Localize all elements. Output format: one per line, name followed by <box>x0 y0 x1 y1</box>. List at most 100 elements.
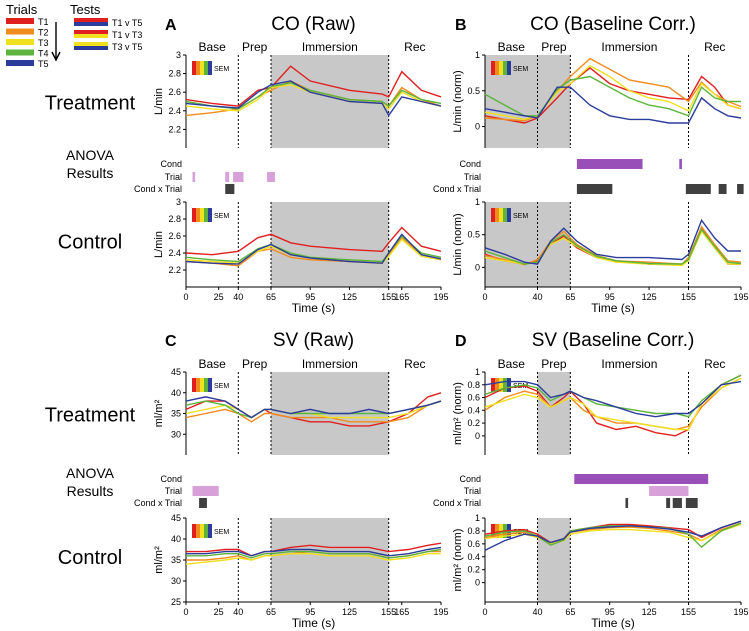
series-line-T4 <box>484 374 742 418</box>
phase-label: Prep <box>242 357 268 371</box>
y-axis-label: ml/m² <box>153 546 165 574</box>
x-tick-label: 125 <box>342 292 357 302</box>
sem-label: SEM <box>214 213 229 220</box>
sem-swatch <box>196 524 200 538</box>
x-tick-label: 40 <box>233 607 243 617</box>
sem-swatch <box>499 61 503 75</box>
row-label-anova: ANOVA <box>66 465 115 481</box>
y-tick-label: 30 <box>171 576 181 586</box>
x-tick-label: 155 <box>681 292 696 302</box>
x-tick-label: 95 <box>305 292 315 302</box>
y-tick-label: 45 <box>171 513 181 523</box>
x-tick-label: 195 <box>433 292 448 302</box>
phase-label: Immersion <box>302 40 358 54</box>
y-tick-label: 2.8 <box>168 214 181 224</box>
legend-trial-label: T4 <box>38 49 49 59</box>
phase-label: Base <box>198 357 226 371</box>
sem-swatch <box>192 208 196 222</box>
x-axis: 0 40 65 95 125 155 195 Time (s) <box>482 601 749 630</box>
anova-row-label: Trial <box>464 486 481 496</box>
phase-label: Prep <box>541 40 567 54</box>
anova-bar <box>679 159 682 169</box>
series-line-T5 <box>484 380 742 418</box>
down-arrow-icon <box>51 22 61 62</box>
legend-test-label: T3 v T5 <box>112 42 142 52</box>
x-tick-label: 40 <box>533 607 543 617</box>
legend-trial-swatch <box>6 28 34 35</box>
sem-label: SEM <box>214 383 229 390</box>
sem-swatch <box>491 61 495 75</box>
sem-swatch <box>192 378 196 392</box>
y-tick-label: 35 <box>171 409 181 419</box>
y-tick-label: 3 <box>176 197 181 207</box>
series-line-T5 <box>484 86 742 124</box>
series-line-T4 <box>484 522 742 549</box>
x-axis-label: Time (s) <box>591 301 635 315</box>
sem-swatch <box>204 208 208 222</box>
y-tick-label: 0.5 <box>467 230 480 240</box>
x-tick-label: 40 <box>533 292 543 302</box>
x-axis-label: Time (s) <box>292 616 336 630</box>
legend-test-swatch-b <box>74 22 108 26</box>
x-tick-label: 155 <box>381 292 396 302</box>
x-tick-label: 95 <box>605 607 615 617</box>
x-tick-label: 125 <box>342 607 357 617</box>
sem-swatch <box>208 524 212 538</box>
series-line-T4 <box>186 548 442 559</box>
legend-trial-swatch <box>6 49 34 56</box>
shaded-region <box>537 372 571 455</box>
anova-bar <box>192 172 196 182</box>
series-line-T5 <box>185 233 442 265</box>
series-line-T1 <box>484 67 742 124</box>
sem-swatch <box>208 208 212 222</box>
legend-test-swatch-a <box>74 42 108 46</box>
y-tick-label: 40 <box>171 534 181 544</box>
legend-trial-label: T2 <box>38 28 49 38</box>
y-tick-label: 0.2 <box>467 418 480 428</box>
anova-results: Cond Trial Cond x Trial <box>433 159 744 194</box>
y-tick-label: 25 <box>171 597 181 607</box>
legend-trial-swatch <box>6 18 34 24</box>
sem-swatch <box>208 378 212 392</box>
x-tick-label: 0 <box>482 292 487 302</box>
sem-swatch <box>196 378 200 392</box>
sem-swatch <box>200 208 204 222</box>
shaded-region <box>537 202 571 287</box>
x-tick-label: 65 <box>266 607 276 617</box>
series-line-T4 <box>185 82 442 110</box>
plot-treatment: 0 0.5 1 L/min (norm) SEM Base Prep Immersion Rec <box>452 40 742 148</box>
sem-swatch <box>208 61 212 75</box>
panel-title: CO (Raw) <box>271 14 355 35</box>
series-line-T5 <box>185 396 442 419</box>
sem-swatch <box>192 61 196 75</box>
sem-swatch <box>204 524 208 538</box>
sem-swatch <box>200 378 204 392</box>
sem-swatch <box>495 61 499 75</box>
x-tick-label: 155 <box>381 607 396 617</box>
x-tick-label: 25 <box>214 607 224 617</box>
y-tick-label: 2.8 <box>168 69 181 79</box>
y-tick-label: 0 <box>475 578 480 588</box>
sem-swatch <box>200 61 204 75</box>
shaded-region <box>271 55 389 148</box>
x-tick-label: 165 <box>394 607 409 617</box>
panel-letter: C <box>165 333 177 350</box>
phase-label: Base <box>198 40 226 54</box>
y-tick-label: 0.5 <box>467 86 480 96</box>
panel-title: CO (Baseline Corr.) <box>530 14 696 35</box>
legend-test-swatch-b <box>74 34 108 38</box>
x-axis: 0 40 65 95 125 155 195 Time (s) <box>482 286 749 315</box>
phase-label: Immersion <box>302 357 358 371</box>
y-tick-label: 2.2 <box>168 124 181 134</box>
row-label-treatment: Treatment <box>45 405 136 427</box>
series-line-T5 <box>186 546 442 557</box>
series-line-T1 <box>185 65 442 107</box>
x-axis-label: Time (s) <box>591 616 635 630</box>
anova-row-label: Cond <box>459 159 481 169</box>
phase-label: Prep <box>242 40 268 54</box>
anova-row-label: Trial <box>165 486 182 496</box>
y-tick-label: 0.4 <box>467 405 480 415</box>
